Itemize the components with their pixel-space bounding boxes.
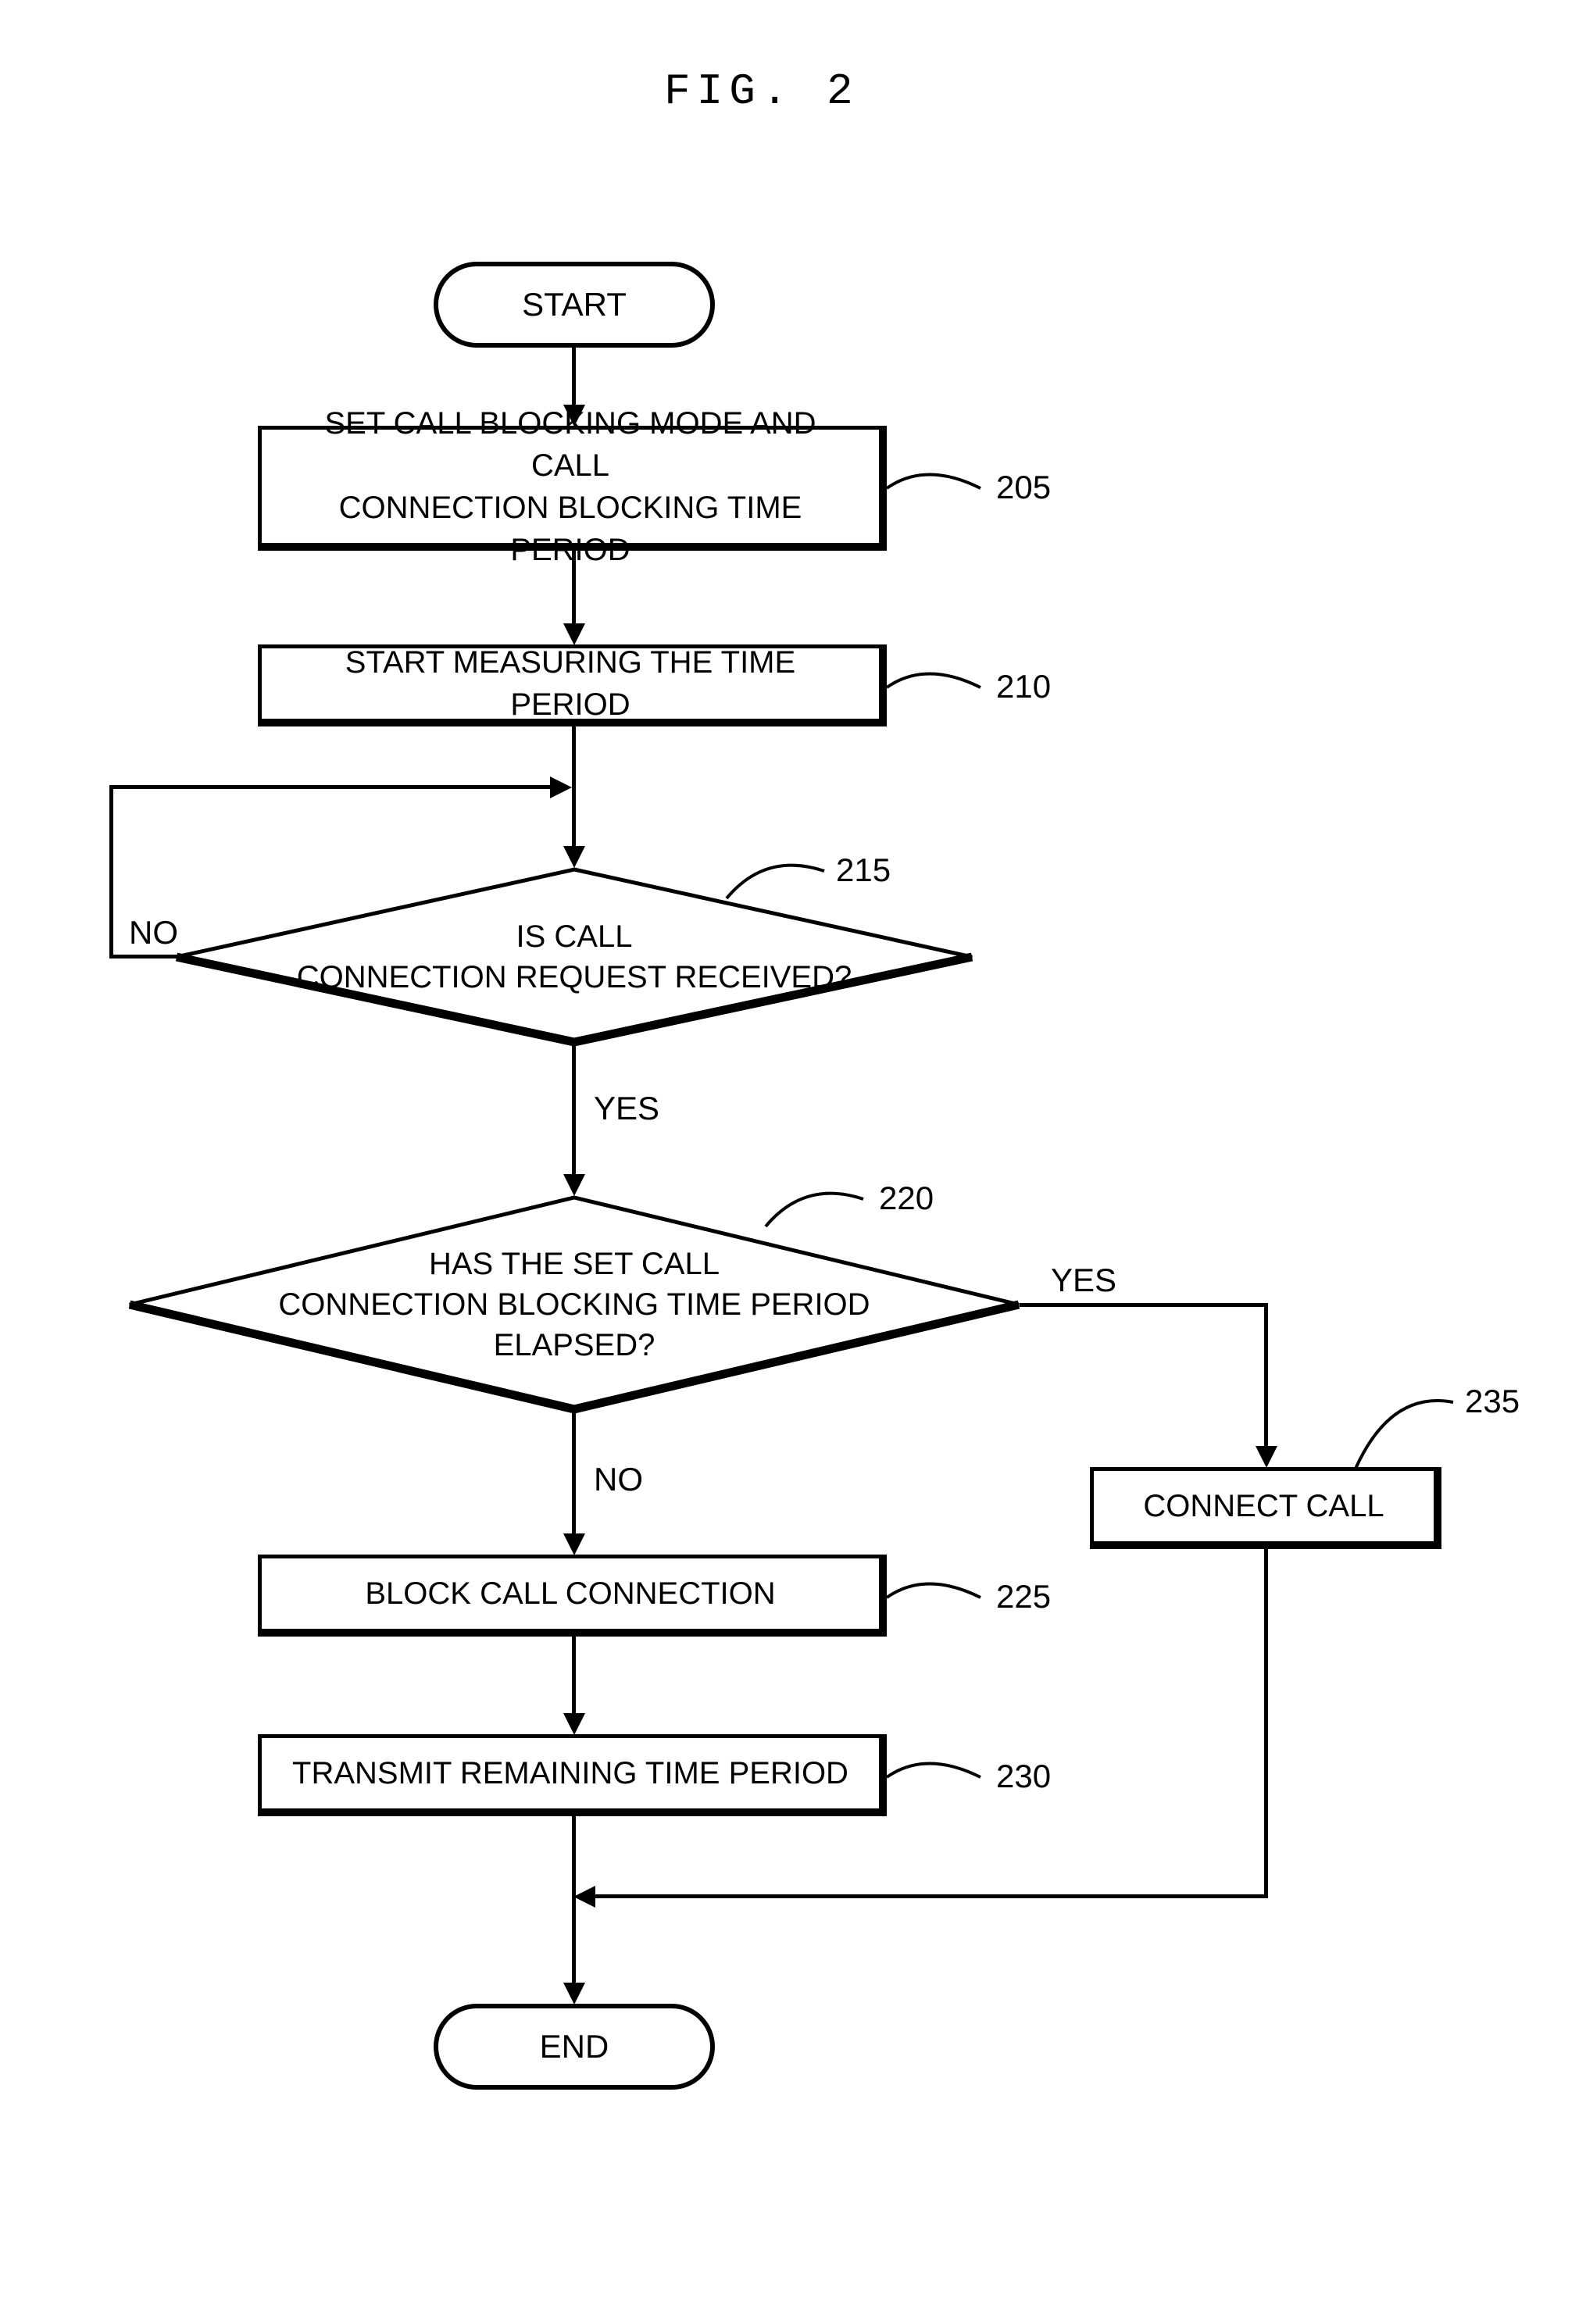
- arrow-220-225: [572, 1410, 576, 1535]
- process-205: SET CALL BLOCKING MODE AND CALL CONNECTI…: [258, 426, 887, 551]
- arrowhead-235-merge: [573, 1886, 595, 1908]
- process-235: CONNECT CALL: [1090, 1467, 1441, 1549]
- process-235-label: CONNECT CALL: [1143, 1485, 1384, 1527]
- arrow-220-235-v: [1264, 1303, 1268, 1448]
- ref-label-205: 205: [996, 469, 1051, 506]
- ref-label-215: 215: [836, 851, 891, 889]
- ref-curve-205: [887, 465, 988, 512]
- ref-curve-230: [887, 1754, 988, 1801]
- decision-215: IS CALL CONNECTION REQUEST RECEIVED?: [172, 867, 977, 1047]
- arrowhead-210-215: [563, 846, 585, 868]
- process-230-label: TRANSMIT REMAINING TIME PERIOD: [292, 1752, 848, 1794]
- arrow-215-220: [572, 1043, 576, 1176]
- loop-215-h1: [109, 955, 180, 959]
- ref-curve-210: [887, 664, 988, 711]
- arrowhead-220-235: [1256, 1446, 1277, 1468]
- figure-title: FIG. 2: [664, 66, 859, 116]
- terminal-start-label: START: [522, 286, 627, 323]
- arrow-start-205: [572, 348, 576, 406]
- process-210-label: START MEASURING THE TIME PERIOD: [281, 641, 859, 726]
- edge-220-no: NO: [594, 1461, 643, 1498]
- arrowhead-230-end: [563, 1983, 585, 2004]
- loop-215-h2: [109, 785, 552, 789]
- arrow-205-210: [572, 551, 576, 625]
- decision-215-label: IS CALL CONNECTION REQUEST RECEIVED?: [172, 867, 977, 1047]
- process-225: BLOCK CALL CONNECTION: [258, 1555, 887, 1637]
- edge-215-yes: YES: [594, 1090, 659, 1127]
- loop-215-v: [109, 785, 113, 959]
- ref-label-220: 220: [879, 1180, 934, 1217]
- ref-label-210: 210: [996, 668, 1051, 705]
- terminal-end: END: [434, 2004, 715, 2090]
- arrow-235-merge-h: [594, 1894, 1268, 1898]
- process-210: START MEASURING THE TIME PERIOD: [258, 644, 887, 726]
- terminal-start: START: [434, 262, 715, 348]
- arrow-220-235-h: [1020, 1303, 1268, 1307]
- arrow-210-215: [572, 726, 576, 848]
- process-230: TRANSMIT REMAINING TIME PERIOD: [258, 1734, 887, 1816]
- process-225-label: BLOCK CALL CONNECTION: [365, 1573, 775, 1615]
- edge-220-yes: YES: [1051, 1262, 1116, 1299]
- arrowhead-215-220: [563, 1174, 585, 1196]
- process-205-label: SET CALL BLOCKING MODE AND CALL CONNECTI…: [281, 402, 859, 571]
- ref-label-225: 225: [996, 1578, 1051, 1615]
- arrowhead-225-230: [563, 1713, 585, 1735]
- ref-curve-235: [1352, 1383, 1461, 1473]
- arrowhead-loop-215: [550, 776, 572, 798]
- ref-curve-225: [887, 1574, 988, 1621]
- decision-220-label: HAS THE SET CALL CONNECTION BLOCKING TIM…: [125, 1195, 1023, 1414]
- ref-label-230: 230: [996, 1758, 1051, 1795]
- ref-label-235: 235: [1465, 1383, 1520, 1420]
- edge-215-no: NO: [129, 914, 178, 951]
- arrow-225-230: [572, 1637, 576, 1715]
- ref-curve-215: [723, 851, 832, 906]
- terminal-end-label: END: [540, 2028, 609, 2065]
- arrowhead-220-225: [563, 1533, 585, 1555]
- ref-curve-220: [762, 1180, 871, 1234]
- arrow-235-merge-v: [1264, 1549, 1268, 1897]
- decision-220: HAS THE SET CALL CONNECTION BLOCKING TIM…: [125, 1195, 1023, 1414]
